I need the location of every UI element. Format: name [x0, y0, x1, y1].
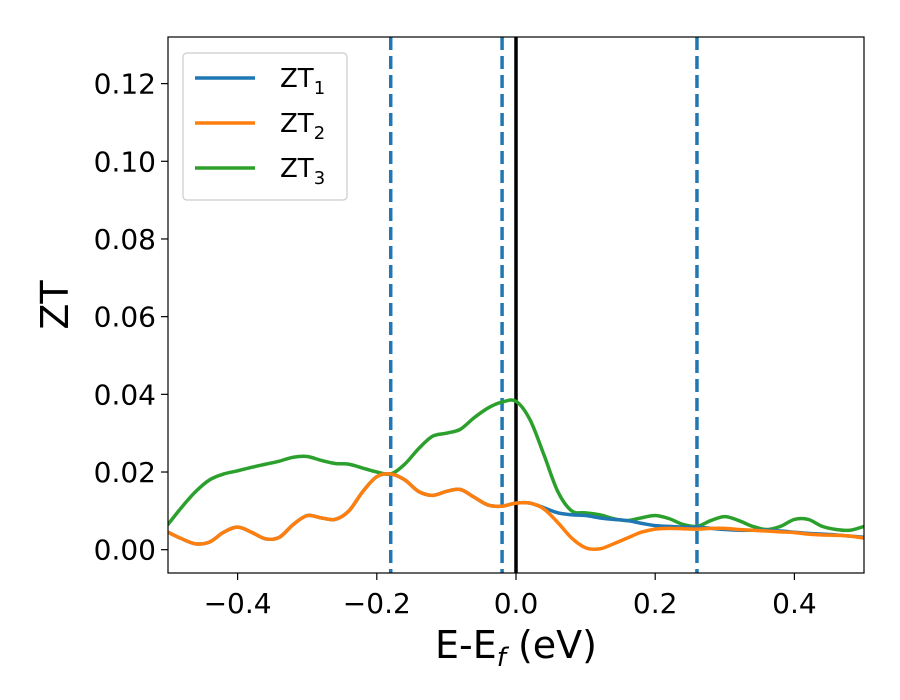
reference-lines [388, 37, 699, 573]
x-tick-label: 0.0 [494, 587, 539, 620]
y-tick-label: 0.10 [94, 145, 156, 178]
x-tick-label: −0.4 [204, 587, 272, 620]
x-tick-label: 0.4 [772, 587, 817, 620]
y-tick-label: 0.06 [94, 301, 156, 334]
series-line-zt3 [168, 398, 864, 533]
y-tick-label: 0.08 [94, 223, 156, 256]
x-axis-ticks: −0.4 −0.2 0.0 0.2 0.4 [204, 573, 817, 620]
series-line-zt2 [168, 472, 864, 552]
y-axis-ticks: 0.00 0.02 0.04 0.06 0.08 0.10 0.12 [94, 68, 168, 567]
x-tick-label: −0.2 [343, 587, 411, 620]
legend-box [182, 52, 348, 201]
x-tick-label: 0.2 [633, 587, 678, 620]
legend-label-zt3: ZT3 [280, 154, 325, 189]
x-axis-label: E-Ef (eV) [435, 623, 597, 673]
y-tick-label: 0.12 [94, 68, 156, 101]
legend: ZT1 ZT2 ZT3 [182, 52, 348, 201]
y-tick-label: 0.00 [94, 534, 156, 567]
legend-label-zt1: ZT1 [280, 64, 325, 99]
legend-label-zt2: ZT2 [280, 109, 325, 144]
y-tick-label: 0.02 [94, 456, 156, 489]
y-tick-label: 0.04 [94, 378, 156, 411]
series-lines [168, 398, 864, 552]
y-axis-label: ZT [33, 280, 77, 330]
